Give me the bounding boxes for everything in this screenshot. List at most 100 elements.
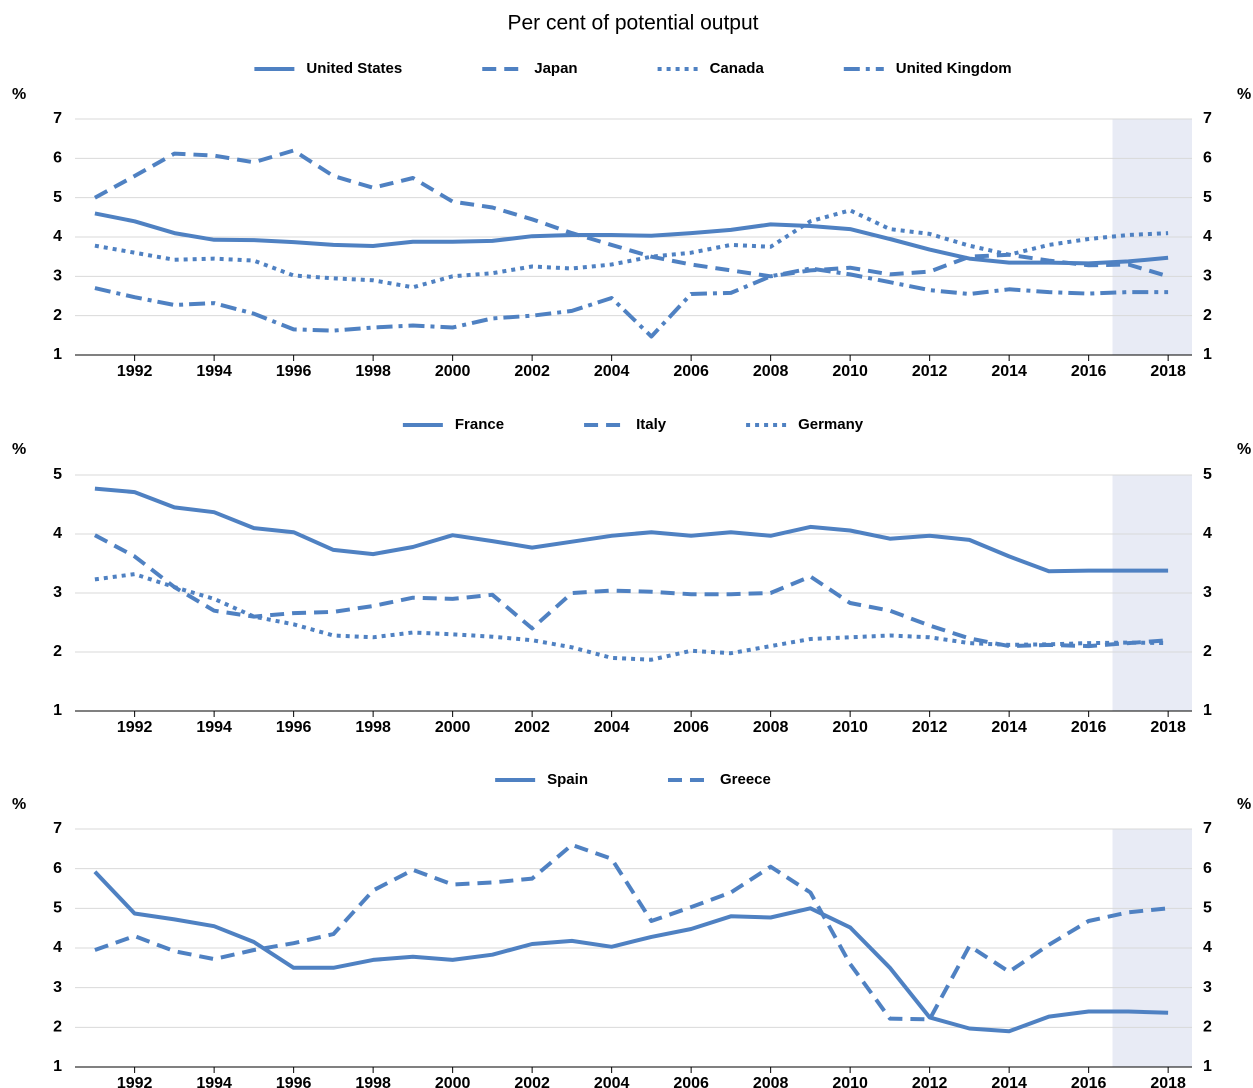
y-tick-label: 6: [53, 860, 62, 877]
series-line: [93, 533, 1169, 649]
x-tick-label: 2012: [912, 1075, 948, 1088]
legend-label: France: [455, 416, 504, 433]
y-tick-label: 3: [53, 268, 62, 285]
x-tick-label: 2004: [594, 1075, 630, 1088]
x-tick-label: 2016: [1071, 363, 1107, 380]
y2-tick-label: 6: [1203, 860, 1212, 877]
x-tick-label: 2008: [753, 719, 789, 736]
y-tick-label: 5: [53, 466, 62, 483]
x-tick-label: 1996: [276, 363, 312, 380]
y-tick-label: 1: [53, 702, 62, 719]
y-axis-label: %: [12, 796, 26, 813]
x-tick-label: 2006: [673, 1075, 709, 1088]
legend-label: Japan: [534, 60, 577, 77]
legend-label: United Kingdom: [896, 60, 1012, 77]
series-line: [93, 148, 1169, 279]
x-tick-label: 2014: [991, 363, 1027, 380]
x-tick-label: 2000: [435, 1075, 471, 1088]
legend-label: Greece: [720, 771, 771, 788]
x-tick-label: 2018: [1150, 1075, 1186, 1088]
x-tick-label: 2010: [832, 1075, 868, 1088]
y2-axis-label: %: [1237, 441, 1251, 458]
x-tick-label: 2000: [435, 363, 471, 380]
y-tick-label: 2: [53, 643, 62, 660]
y-tick-label: 4: [53, 939, 62, 956]
x-tick-label: 1998: [355, 1075, 391, 1088]
x-tick-label: 2008: [753, 363, 789, 380]
legend: France Italy Germany: [402, 416, 864, 433]
x-tick-label: 2010: [832, 719, 868, 736]
x-tick-label: 2004: [594, 719, 630, 736]
x-tick-label: 2004: [594, 363, 630, 380]
y-tick-label: 4: [53, 228, 62, 245]
series-line: [94, 208, 1169, 290]
y-axis-label: %: [12, 441, 26, 458]
legend-label: Canada: [710, 60, 765, 77]
x-tick-label: 1992: [117, 363, 153, 380]
x-tick-label: 2006: [673, 719, 709, 736]
series-line: [94, 266, 1169, 339]
x-tick-label: 1998: [355, 719, 391, 736]
y-tick-label: 3: [53, 584, 62, 601]
x-tick-label: 1992: [117, 719, 153, 736]
y2-tick-label: 2: [1203, 1019, 1212, 1036]
y-tick-label: 2: [53, 307, 62, 324]
y2-tick-label: 4: [1203, 525, 1212, 542]
legend-label: Italy: [636, 416, 667, 433]
y-tick-label: 7: [53, 110, 62, 127]
y-tick-label: 4: [53, 525, 62, 542]
y-tick-label: 1: [53, 1058, 62, 1075]
legend: Spain Greece: [495, 771, 771, 788]
y2-tick-label: 4: [1203, 939, 1212, 956]
x-tick-label: 2002: [514, 719, 550, 736]
x-tick-label: 1994: [196, 1075, 232, 1088]
y2-tick-label: 7: [1203, 820, 1212, 837]
y2-tick-label: 1: [1203, 702, 1212, 719]
y-tick-label: 5: [53, 189, 62, 206]
y2-tick-label: 4: [1203, 228, 1212, 245]
y2-tick-label: 5: [1203, 466, 1212, 483]
x-tick-label: 1998: [355, 363, 391, 380]
y2-tick-label: 6: [1203, 150, 1212, 167]
x-tick-label: 1996: [276, 719, 312, 736]
y-tick-label: 6: [53, 150, 62, 167]
x-tick-label: 2016: [1071, 1075, 1107, 1088]
x-tick-label: 2018: [1150, 719, 1186, 736]
x-tick-label: 2018: [1150, 363, 1186, 380]
y2-tick-label: 3: [1203, 979, 1212, 996]
x-tick-label: 2012: [912, 363, 948, 380]
x-tick-label: 1996: [276, 1075, 312, 1088]
x-tick-label: 2008: [753, 1075, 789, 1088]
y2-tick-label: 3: [1203, 268, 1212, 285]
series-line: [93, 870, 1169, 1034]
x-tick-label: 2010: [832, 363, 868, 380]
y-axis-label: %: [12, 86, 26, 103]
x-tick-label: 2014: [991, 1075, 1027, 1088]
x-tick-label: 2012: [912, 719, 948, 736]
series-line: [94, 572, 1169, 662]
y2-tick-label: 1: [1203, 346, 1212, 363]
x-tick-label: 2014: [991, 719, 1027, 736]
legend-label: Spain: [547, 771, 588, 788]
y-tick-label: 3: [53, 979, 62, 996]
chart-title: Per cent of potential output: [507, 12, 758, 35]
x-tick-label: 1994: [196, 719, 232, 736]
x-tick-label: 2016: [1071, 719, 1107, 736]
legend-label: Germany: [798, 416, 864, 433]
x-tick-label: 1992: [117, 1075, 153, 1088]
y-tick-label: 5: [53, 900, 62, 917]
series-line: [94, 211, 1169, 266]
x-tick-label: 2002: [514, 363, 550, 380]
y2-tick-label: 2: [1203, 307, 1212, 324]
y2-tick-label: 5: [1203, 189, 1212, 206]
x-tick-label: 2002: [514, 1075, 550, 1088]
y-tick-label: 1: [53, 346, 62, 363]
x-tick-label: 2006: [673, 363, 709, 380]
x-tick-label: 2000: [435, 719, 471, 736]
series-line: [94, 486, 1169, 574]
series-line: [94, 842, 1169, 1022]
legend: United States Japan Canada United Kingdom: [254, 60, 1012, 77]
legend-label: United States: [306, 60, 402, 77]
y-tick-label: 2: [53, 1019, 62, 1036]
